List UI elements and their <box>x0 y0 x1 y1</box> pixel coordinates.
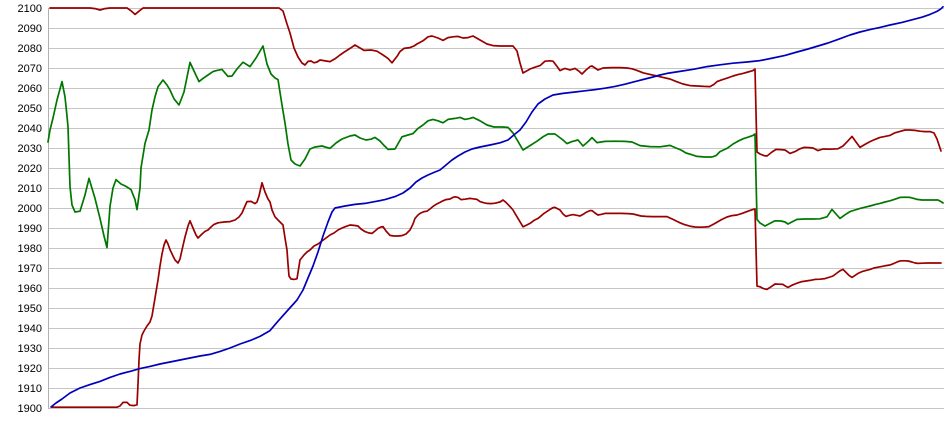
series-green-line <box>47 45 944 249</box>
y-tick-label-1900: 1900 <box>18 403 42 415</box>
y-tick-label-1940: 1940 <box>18 323 42 335</box>
y-tick-label-1980: 1980 <box>18 243 42 255</box>
y-tick-label-2050: 2050 <box>18 103 42 115</box>
y-tick-label-2060: 2060 <box>18 83 42 95</box>
series-upper-red-line <box>49 7 942 157</box>
series-lower-red-line <box>51 181 942 409</box>
y-tick-label-2090: 2090 <box>18 23 42 35</box>
y-tick-label-2010: 2010 <box>18 183 42 195</box>
y-tick-label-1920: 1920 <box>18 363 42 375</box>
y-tick-label-2080: 2080 <box>18 43 42 55</box>
y-tick-label-1970: 1970 <box>18 263 42 275</box>
y-tick-label-2070: 2070 <box>18 63 42 75</box>
y-tick-label-2040: 2040 <box>18 123 42 135</box>
y-tick-label-2100: 2100 <box>18 3 42 15</box>
y-tick-label-1930: 1930 <box>18 343 42 355</box>
y-tick-label-1950: 1950 <box>18 303 42 315</box>
y-tick-label-2030: 2030 <box>18 143 42 155</box>
y-tick-label-1960: 1960 <box>18 283 42 295</box>
y-tick-label-2020: 2020 <box>18 163 42 175</box>
y-tick-label-1990: 1990 <box>18 223 42 235</box>
y-tick-label-2000: 2000 <box>18 203 42 215</box>
y-tick-label-1910: 1910 <box>18 383 42 395</box>
series-blue-line <box>50 5 944 408</box>
